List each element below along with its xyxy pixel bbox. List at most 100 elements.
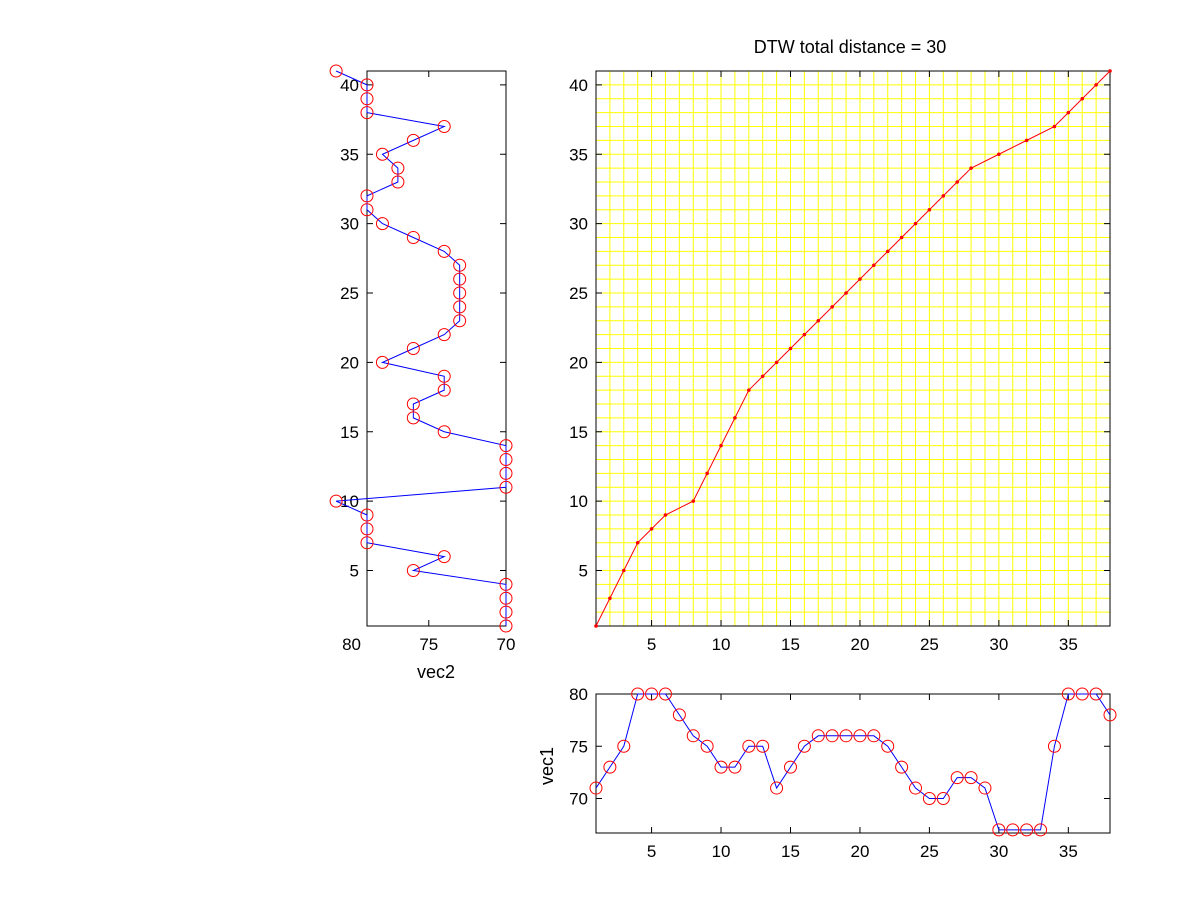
- vec1-point: [672, 708, 686, 722]
- vec1-point: [658, 687, 672, 701]
- vec2-point: [437, 369, 451, 383]
- vec2-point: [499, 439, 513, 453]
- x-tick-label: 5: [647, 842, 656, 861]
- vec2-point: [360, 522, 374, 536]
- vec1-axis-label: vec1: [537, 747, 557, 785]
- y-tick-label: 15: [569, 423, 588, 442]
- vec1-point: [839, 729, 853, 743]
- warping-path-point: [1094, 83, 1098, 87]
- x-tick-label: 30: [989, 842, 1008, 861]
- x-tick-label: 20: [850, 842, 869, 861]
- warping-path-point: [635, 540, 640, 545]
- vec1-point: [797, 739, 811, 753]
- vec2-point: [360, 508, 374, 522]
- vec2-point: [453, 258, 467, 272]
- vec1-point: [589, 781, 603, 795]
- warping-path-point: [997, 152, 1001, 157]
- vec1-point: [742, 739, 756, 753]
- warping-path-line: [595, 70, 1111, 627]
- x-tick-label: 70: [497, 635, 516, 654]
- vec1-point: [895, 760, 909, 774]
- warping-path-point: [691, 499, 696, 503]
- warping-path-point: [969, 166, 973, 170]
- vec1-point: [1034, 823, 1048, 837]
- vec2-point: [360, 189, 374, 203]
- y-tick-label: 10: [569, 492, 588, 511]
- vec2-point: [360, 536, 374, 550]
- vec2-point: [453, 300, 467, 314]
- warping-path-point: [608, 596, 612, 601]
- y-tick-label: 30: [340, 215, 359, 234]
- y-tick-label: 40: [340, 76, 359, 95]
- vec1-point: [811, 729, 825, 743]
- axis-ticks: 5 10 15 20 25 30 35 70 75 80: [569, 685, 1110, 861]
- warping-path-point: [1052, 124, 1057, 129]
- vec2-point: [329, 64, 343, 78]
- vec1-point: [992, 823, 1006, 837]
- x-tick-label: 75: [419, 635, 438, 654]
- vec2-point: [329, 494, 343, 508]
- y-tick-label: 30: [569, 215, 588, 234]
- warping-path-point: [594, 624, 598, 628]
- x-tick-label: 30: [989, 635, 1008, 654]
- vec1-point: [783, 760, 797, 774]
- x-tick-label: 15: [781, 635, 800, 654]
- vec2-point: [437, 244, 451, 258]
- warping-path-point: [872, 263, 876, 268]
- vec1-point: [728, 760, 742, 774]
- x-tick-label: 5: [647, 635, 656, 654]
- vec1-point: [1006, 823, 1020, 837]
- y-tick-label: 5: [350, 562, 359, 581]
- vec1-point: [1075, 687, 1089, 701]
- y-tick-label: 25: [569, 284, 588, 303]
- vec1-point: [770, 781, 784, 795]
- vec2-point: [391, 161, 405, 175]
- x-tick-label: 15: [781, 842, 800, 861]
- vec1-point: [922, 792, 936, 806]
- vec2-panel: 80 75 70 5 10 15 20 25 30 35 40 vec2: [329, 64, 516, 682]
- vec2-point: [437, 120, 451, 133]
- vec1-point: [964, 771, 978, 785]
- warping-path-point: [774, 360, 779, 365]
- vec1-point: [1020, 823, 1034, 837]
- vec2-series: [329, 64, 513, 633]
- x-tick-label: 25: [920, 635, 939, 654]
- warping-path-point: [649, 527, 654, 531]
- warping-path-point: [816, 318, 821, 323]
- vec1-point: [909, 781, 923, 795]
- y-tick-label: 35: [569, 145, 588, 164]
- warping-path-point: [733, 416, 737, 420]
- vec1-point: [853, 729, 867, 743]
- warping-path-point: [621, 568, 626, 573]
- warping-path-point: [760, 374, 765, 379]
- warping-path-point: [955, 180, 959, 184]
- vec1-point: [881, 739, 895, 753]
- warping-path-point: [663, 513, 668, 517]
- warping-path-point: [1080, 96, 1085, 101]
- x-tick-label: 80: [342, 635, 361, 654]
- vec2-point: [375, 217, 389, 231]
- y-tick-label: 20: [340, 353, 359, 372]
- vec2-point: [406, 564, 420, 577]
- y-tick-label: 70: [569, 790, 588, 809]
- vec1-point: [1061, 687, 1075, 701]
- vec2-point: [391, 175, 405, 189]
- y-tick-label: 80: [569, 685, 588, 704]
- vec2-point: [406, 397, 420, 411]
- vec2-point: [437, 425, 451, 439]
- warping-path-panel: 5 10 15 20 25 30 35 5 10 15 20 25 30 35 40 DTW total d…: [569, 37, 1112, 654]
- vec2-point: [360, 78, 374, 92]
- warping-path-series: [594, 69, 1112, 628]
- vec1-point: [950, 771, 964, 785]
- vec1-plot-area: [595, 693, 1111, 834]
- vec1-series: [589, 687, 1117, 837]
- x-tick-label: 35: [1059, 842, 1078, 861]
- warping-path-point: [1024, 138, 1029, 143]
- warping-path-point: [858, 277, 862, 281]
- chart-title: DTW total distance = 30: [754, 37, 947, 57]
- y-tick-label: 35: [340, 145, 359, 164]
- vec2-line: [335, 70, 507, 626]
- vec2-point: [360, 203, 374, 217]
- vec2-point: [437, 550, 451, 564]
- y-tick-label: 75: [569, 737, 588, 756]
